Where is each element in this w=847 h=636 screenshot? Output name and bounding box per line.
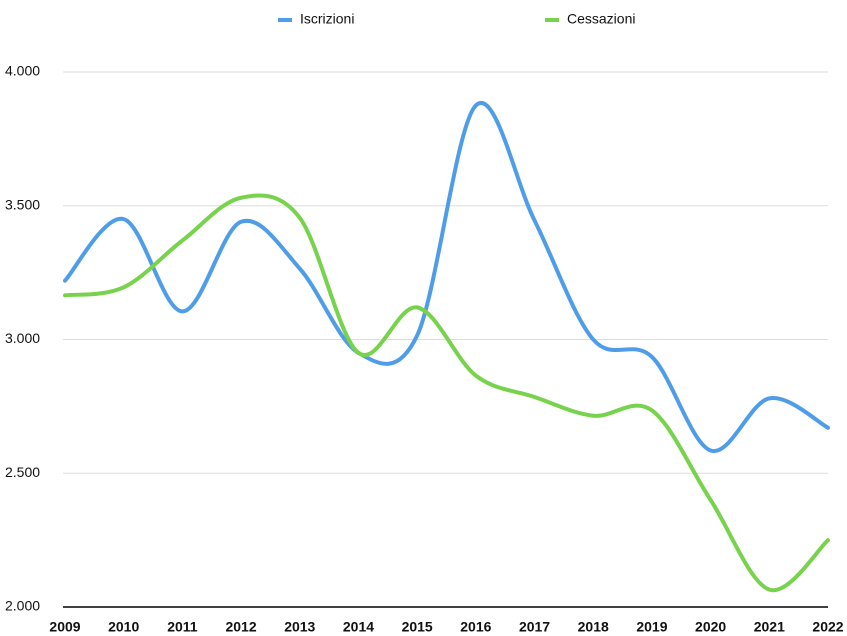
x-tick-label: 2009 (49, 619, 80, 635)
y-tick-label: 2.500 (5, 464, 40, 480)
legend-label: Cessazioni (567, 11, 635, 27)
series-line (63, 100, 830, 453)
x-tick-label: 2013 (284, 619, 315, 635)
x-tick-label: 2017 (519, 619, 550, 635)
x-tick-label: 2019 (636, 619, 667, 635)
x-tick-label: 2012 (225, 619, 256, 635)
x-tick-label: 2018 (578, 619, 609, 635)
y-tick-label: 2.000 (5, 598, 40, 614)
x-tick-label: 2014 (343, 619, 374, 635)
x-tick-label: 2022 (812, 619, 843, 635)
y-tick-label: 3.000 (5, 330, 40, 346)
x-tick-label: 2021 (754, 619, 785, 635)
series-line (63, 193, 830, 593)
legend-label: Iscrizioni (300, 11, 354, 27)
x-tick-label: 2020 (695, 619, 726, 635)
x-tick-label: 2016 (460, 619, 491, 635)
x-tick-label: 2010 (108, 619, 139, 635)
x-tick-label: 2015 (402, 619, 433, 635)
y-tick-label: 3.500 (5, 196, 40, 212)
y-tick-label: 4.000 (5, 63, 40, 79)
x-tick-label: 2011 (167, 619, 198, 635)
